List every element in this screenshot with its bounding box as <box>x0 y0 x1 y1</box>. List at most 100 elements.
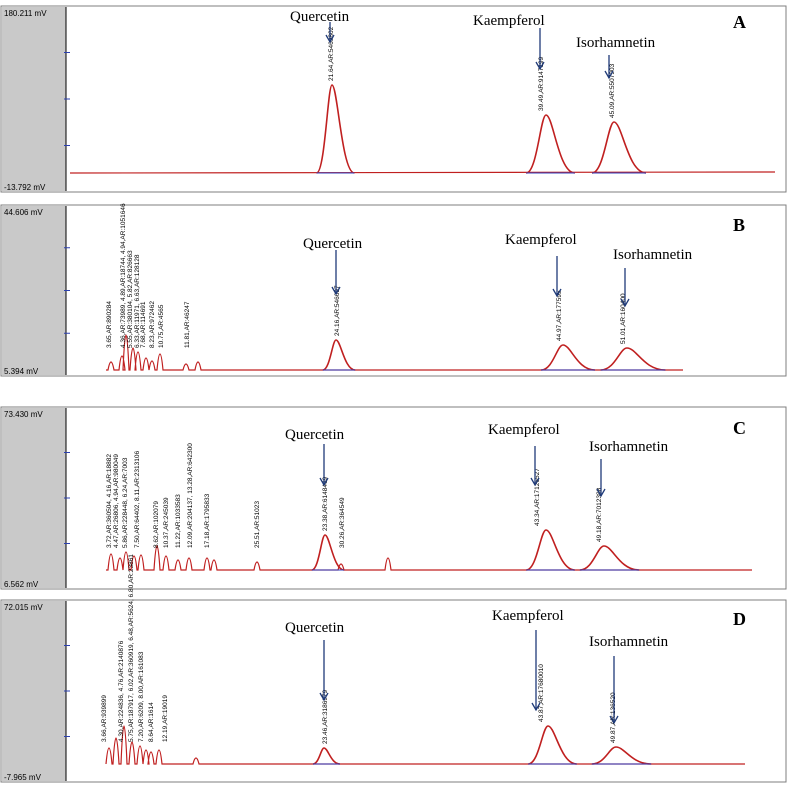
minor-peak-label: 4.36,AR:73989, 4.89,AR:18744, 4.94,AR:10… <box>120 203 127 348</box>
peak-isorhamnetin <box>600 347 666 371</box>
peak-quercetin <box>311 534 345 571</box>
minor-peak-label: 12.19,AR:19019 <box>162 695 169 742</box>
minor-peak-label: 7.68,AR:114691 <box>140 301 147 348</box>
minor-peak-label: 8.23,AR:972462 <box>149 301 156 348</box>
arrowhead <box>609 715 619 725</box>
compound-label-quercetin: Quercetin <box>290 9 350 25</box>
arrowhead <box>604 70 614 80</box>
chromatogram-trace <box>106 334 683 371</box>
minor-peak-label: 12.09,AR:204137, 13.28,AR:642300 <box>187 443 194 548</box>
panel-b: 44.606 mV 5.394 mV B 3.65,AR:890284 4.36,AR:… <box>0 203 787 377</box>
arrowhead <box>530 477 540 487</box>
peak-isorhamnetin <box>579 545 640 571</box>
minor-peak-label: 4.30,AR:224836, 4.76,AR:2140876 <box>118 640 125 742</box>
arrowhead <box>552 288 562 298</box>
arrowhead <box>596 488 606 498</box>
y-axis-strip <box>2 601 66 781</box>
minor-peak-label: 5.55,AR:380104, 5.82,AR:826663 <box>127 250 134 348</box>
minor-peak-label: 3.66,AR:939899 <box>101 695 108 742</box>
compound-label-isorhamnetin: Isorhamnetin <box>589 634 669 650</box>
arrowhead <box>325 34 335 44</box>
peak-quercetin <box>315 84 355 174</box>
peak-kaempferol <box>527 725 577 765</box>
minor-peak-label: 5.75,AR:187917, 6.02,AR:360919, 6.48,AR:… <box>128 554 135 742</box>
minor-peak-label: 7.50,AR:64402, 8.11,AR:2313106 <box>134 451 141 548</box>
minor-peak-label: 30.26,AR:364549 <box>339 497 346 548</box>
panel-c: 73.430 mV 6.562 mV C 3.72,AR:360504, 4.16,A… <box>0 406 787 590</box>
y-axis-strip <box>2 408 66 588</box>
peak-annotation: 45.09,AR:5507903 <box>609 63 616 118</box>
arrowhead <box>319 692 329 702</box>
compound-label-kaempferol: Kaempferol <box>505 232 577 248</box>
y-max-label: 44.606 mV <box>4 208 43 217</box>
y-min-label: 5.394 mV <box>4 367 39 376</box>
peak-kaempferol <box>525 114 576 174</box>
compound-label-quercetin: Quercetin <box>285 427 345 443</box>
compound-label-kaempferol: Kaempferol <box>492 608 564 624</box>
arrowhead <box>331 286 341 296</box>
compound-label-quercetin: Quercetin <box>285 620 345 636</box>
y-axis-strip <box>2 206 66 375</box>
minor-peak-label: 3.65,AR:890284 <box>106 301 113 348</box>
panel-d: 72.015 mV -7.965 mV D 3.66,AR:939899 4.30,AR… <box>0 554 787 783</box>
compound-label-isorhamnetin: Isorhamnetin <box>589 439 669 455</box>
y-min-label: -13.792 mV <box>4 183 46 192</box>
panel-letter: A <box>733 12 746 32</box>
panel-a: 180.211 mV -13.792 mV A 21.64,AR:5469802Que… <box>0 5 787 193</box>
minor-peak-label: 10.37,AR:245039 <box>163 497 170 548</box>
minor-peak-label: 17.18,AR:1795833 <box>204 493 211 548</box>
peak-annotation: 43.34,AR:17126527 <box>534 468 541 526</box>
chromatogram-trace <box>106 545 752 571</box>
y-max-label: 180.211 mV <box>4 9 47 18</box>
y-axis-strip <box>2 7 66 191</box>
chromatogram-trace <box>105 725 745 765</box>
minor-peak-label: 8.64,AR:1614 <box>148 702 155 742</box>
compound-label-kaempferol: Kaempferol <box>473 13 545 29</box>
minor-peak-label: 11.81,AR:46247 <box>184 301 191 348</box>
peak-annotation: 44.97,AR:177595 <box>556 290 563 341</box>
peak-annotation: 23.46,AR:3186979 <box>322 689 329 744</box>
panel-border <box>0 5 787 193</box>
peak-annotation: 49.18,AR:7012388 <box>596 487 603 542</box>
panel-border <box>0 204 787 377</box>
y-min-label: -7.965 mV <box>4 773 42 782</box>
arrowhead <box>319 477 329 487</box>
peak-annotation: 51.01,AR:160400 <box>620 293 627 344</box>
panel-border <box>0 599 787 783</box>
peak-kaempferol <box>525 529 575 571</box>
minor-peak-label: 3.72,AR:360504, 4.16,AR:18882 <box>106 454 113 548</box>
minor-peak-label: 4.47,AR:26806, 4.94,AR:980049 <box>113 454 120 548</box>
panel-letter: B <box>733 215 745 235</box>
minor-peak-label: 11.22,AR:1033583 <box>175 494 182 548</box>
y-max-label: 72.015 mV <box>4 603 43 612</box>
compound-label-isorhamnetin: Isorhamnetin <box>576 35 656 51</box>
panel-letter: D <box>733 609 746 629</box>
peak-quercetin <box>312 747 341 765</box>
peak-annotation: 24.16,AR:546697 <box>334 285 341 336</box>
panel-border <box>0 406 787 590</box>
peak-annotation: 23.38,AR:6148469 <box>322 476 329 531</box>
peak-annotation: 21.64,AR:5469802 <box>328 26 335 81</box>
y-min-label: 6.562 mV <box>4 580 39 589</box>
arrowhead <box>531 702 541 712</box>
minor-peak-label: 6.33,AR:11971, 6.63,AR:128128 <box>134 254 141 348</box>
panel-letter: C <box>733 418 746 438</box>
compound-label-kaempferol: Kaempferol <box>488 422 560 438</box>
peak-annotation: 43.87,AR:17680010 <box>538 664 545 722</box>
compound-label-isorhamnetin: Isorhamnetin <box>613 247 693 263</box>
arrowhead <box>535 61 545 71</box>
peak-annotation: 39.49,AR:9147199 <box>538 56 545 111</box>
minor-peak-label: 8.62,AR:102079 <box>153 501 160 548</box>
y-max-label: 73.430 mV <box>4 410 43 419</box>
minor-peak-label: 10.75,AR:4565 <box>158 304 165 348</box>
arrowhead <box>620 298 630 308</box>
peak-isorhamnetin <box>591 121 647 174</box>
minor-peak-label: 5.86,AR:228448, 6.24,AR:7003 <box>122 457 129 548</box>
minor-peak-label: 25.51,AR:51023 <box>254 501 261 548</box>
peak-kaempferol <box>540 344 596 371</box>
peak-quercetin <box>322 339 356 371</box>
minor-peak-label: 7.20,AR:6209, 8.00,AR:161083 <box>138 651 145 742</box>
peak-isorhamnetin <box>591 746 652 765</box>
chromatogram-trace <box>69 171 776 174</box>
